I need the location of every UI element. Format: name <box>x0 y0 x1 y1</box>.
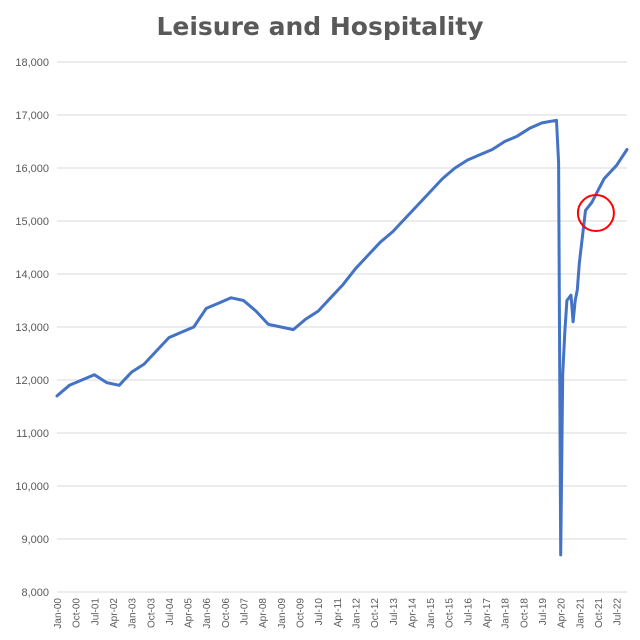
y-tick-label: 12,000 <box>15 375 49 387</box>
x-tick-label: Jul-07 <box>240 598 251 626</box>
x-tick-label: Oct-00 <box>72 598 83 628</box>
x-tick-label: Jan-06 <box>202 598 213 629</box>
x-tick-label: Jul-10 <box>314 598 325 626</box>
y-tick-label: 16,000 <box>15 163 49 175</box>
y-axis-tick-labels: 8,000 9,000 10,000 11,000 12,000 13,000 14,000… <box>15 57 49 599</box>
x-tick-label: Jul-04 <box>165 598 176 626</box>
y-tick-label: 11,000 <box>16 428 49 440</box>
highlight-circle <box>576 194 615 233</box>
x-tick-label: Apr-05 <box>184 598 195 628</box>
x-tick-label: Oct-15 <box>445 598 456 628</box>
x-tick-label: Apr-08 <box>258 598 269 628</box>
y-tick-label: 17,000 <box>15 110 49 122</box>
x-tick-label: Jan-09 <box>277 598 288 629</box>
x-tick-label: Apr-20 <box>557 598 568 628</box>
x-tick-label: Jan-12 <box>351 598 362 629</box>
y-tick-label: 13,000 <box>15 322 49 334</box>
x-tick-label: Jul-13 <box>389 598 400 626</box>
x-tick-label: Apr-14 <box>407 598 418 628</box>
x-tick-label: Oct-03 <box>146 598 157 628</box>
x-tick-label: Oct-18 <box>519 598 530 628</box>
x-tick-label: Jul-16 <box>463 598 474 626</box>
x-tick-label: Jul-22 <box>613 598 624 626</box>
x-axis-tick-labels: Jan-00 Oct-00 Jul-01 Apr-02 Jan-03 Oct-03 Jul-… <box>53 598 624 629</box>
y-tick-label: 8,000 <box>21 587 49 599</box>
series-layer <box>55 118 629 557</box>
y-tick-label: 18,000 <box>15 57 49 69</box>
x-tick-label: Oct-21 <box>594 598 605 628</box>
x-tick-label: Apr-17 <box>482 598 493 628</box>
x-tick-label: Jan-18 <box>501 598 512 629</box>
x-tick-label: Jan-00 <box>53 598 64 629</box>
y-tick-label: 14,000 <box>15 269 49 281</box>
x-tick-label: Oct-09 <box>296 598 307 628</box>
annotation-layer <box>576 194 615 233</box>
x-tick-label: Jul-19 <box>538 598 549 626</box>
x-tick-label: Apr-11 <box>333 598 344 628</box>
y-tick-label: 15,000 <box>15 216 49 228</box>
chart-title: Leisure and Hospitality <box>156 12 484 41</box>
x-tick-label: Jan-03 <box>128 598 139 629</box>
x-tick-label: Oct-12 <box>370 598 381 628</box>
x-tick-label: Oct-06 <box>221 598 232 628</box>
series-line <box>55 118 629 557</box>
y-tick-label: 10,000 <box>15 481 49 493</box>
x-tick-label: Apr-02 <box>109 598 120 628</box>
x-tick-label: Jul-01 <box>90 598 101 626</box>
gridlines <box>57 61 627 540</box>
y-tick-label: 9,000 <box>21 534 49 546</box>
x-tick-label: Jan-21 <box>575 598 586 629</box>
x-tick-label: Jan-15 <box>426 598 437 629</box>
